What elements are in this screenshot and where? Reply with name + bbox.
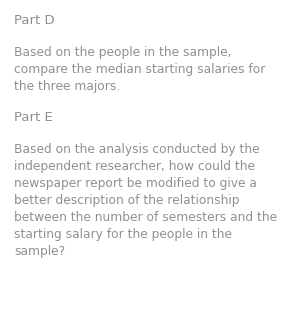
Text: independent researcher, how could the: independent researcher, how could the	[14, 160, 255, 173]
Text: Part D: Part D	[14, 14, 55, 27]
Text: the three majors.: the three majors.	[14, 80, 120, 93]
Text: sample?: sample?	[14, 245, 65, 258]
Text: compare the median starting salaries for: compare the median starting salaries for	[14, 63, 265, 76]
Text: between the number of semesters and the: between the number of semesters and the	[14, 211, 277, 224]
Text: Based on the people in the sample,: Based on the people in the sample,	[14, 46, 231, 59]
Text: better description of the relationship: better description of the relationship	[14, 194, 239, 207]
Text: newspaper report be modified to give a: newspaper report be modified to give a	[14, 177, 257, 190]
Text: Part E: Part E	[14, 111, 53, 124]
Text: starting salary for the people in the: starting salary for the people in the	[14, 228, 232, 241]
Text: Based on the analysis conducted by the: Based on the analysis conducted by the	[14, 143, 260, 156]
